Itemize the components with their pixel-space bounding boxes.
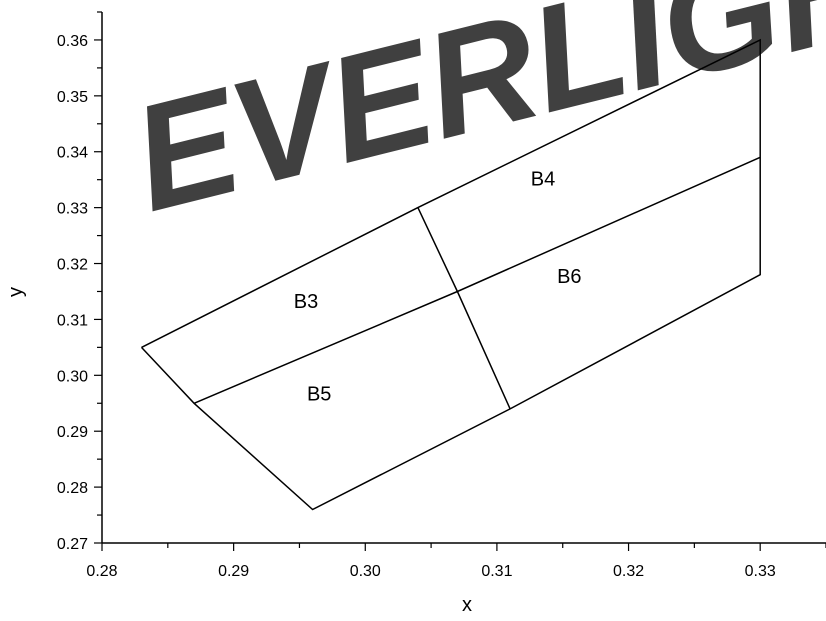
y-tick-label: 0.36	[57, 33, 88, 50]
y-tick-label: 0.29	[57, 424, 88, 441]
region-label-b5: B5	[307, 383, 331, 405]
y-tick-label: 0.35	[57, 89, 88, 106]
x-tick-label: 0.30	[350, 563, 381, 580]
y-tick-label: 0.33	[57, 201, 88, 218]
y-tick-label: 0.31	[57, 312, 88, 329]
x-axis-label: x	[462, 594, 472, 616]
tick-labels: 0.28 0.29 0.30 0.31 0.32 0.33 0.27 0.28 0.29 0.30…	[57, 33, 776, 580]
region-labels: B3 B4 B5 B6	[294, 168, 582, 405]
x-tick-label: 0.31	[481, 563, 512, 580]
y-tick-label: 0.28	[57, 480, 88, 497]
chart-lines	[140, 38, 761, 511]
x-tick-label: 0.28	[86, 563, 117, 580]
boundary-line-3	[417, 207, 511, 410]
y-tick-label: 0.27	[57, 536, 88, 553]
region-label-b6: B6	[557, 266, 581, 288]
y-axis-label: y	[5, 287, 27, 297]
watermark: EVERLIGHT	[117, 0, 826, 243]
y-tick-label: 0.32	[57, 257, 88, 274]
y-tick-label: 0.34	[57, 145, 88, 162]
axes	[94, 11, 826, 551]
watermark-text: EVERLIGHT	[117, 0, 826, 243]
region-label-b4: B4	[531, 168, 555, 190]
boundary-line-1	[140, 38, 761, 511]
x-tick-label: 0.33	[745, 563, 776, 580]
x-tick-label: 0.29	[218, 563, 249, 580]
region-label-b3: B3	[294, 291, 318, 313]
y-tick-label: 0.30	[57, 368, 88, 385]
x-tick-label: 0.32	[613, 563, 644, 580]
